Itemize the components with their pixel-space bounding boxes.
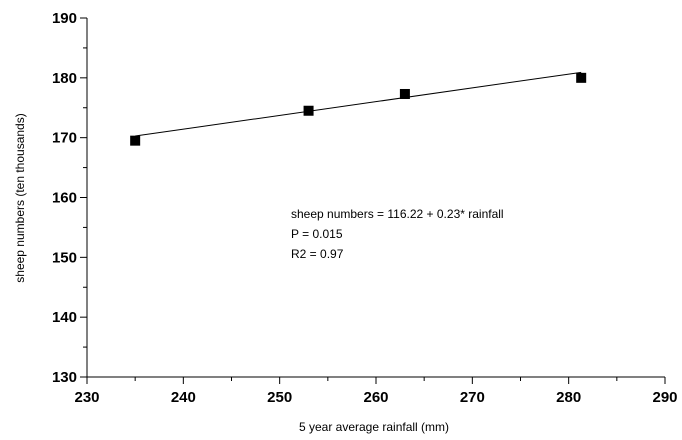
r-squared: R2 = 0.97 bbox=[291, 247, 344, 261]
data-point bbox=[576, 72, 587, 83]
data-points bbox=[130, 72, 587, 146]
x-tick-label: 240 bbox=[171, 389, 196, 406]
x-tick-label: 290 bbox=[652, 389, 677, 406]
y-tick-label: 140 bbox=[52, 309, 77, 326]
fit-line-group bbox=[135, 71, 582, 137]
y-tick-label: 130 bbox=[52, 369, 77, 386]
p-value: P = 0.015 bbox=[291, 227, 343, 241]
regression-equation: sheep numbers = 116.22 + 0.23* rainfall bbox=[291, 207, 504, 221]
x-tick-label: 270 bbox=[460, 389, 485, 406]
x-tick-label: 280 bbox=[556, 389, 581, 406]
data-point bbox=[303, 105, 314, 116]
y-tick-label: 170 bbox=[52, 130, 77, 147]
regression-line bbox=[135, 71, 582, 137]
y-tick-label: 150 bbox=[52, 249, 77, 266]
data-point bbox=[130, 135, 141, 146]
y-tick-label: 190 bbox=[52, 10, 77, 27]
y-tick-label: 180 bbox=[52, 70, 77, 87]
chart-axes bbox=[86, 18, 665, 378]
x-tick-label: 250 bbox=[267, 389, 292, 406]
x-axis-title: 5 year average rainfall (mm) bbox=[299, 420, 449, 434]
data-point bbox=[399, 88, 410, 99]
x-tick-label: 260 bbox=[363, 389, 388, 406]
y-tick-label: 160 bbox=[52, 190, 77, 207]
y-axis-title: sheep numbers (ten thousands) bbox=[13, 113, 27, 282]
chart-ticks bbox=[80, 17, 666, 384]
tick-labels: 130 140 150 160 170 180 190 230 240 250 260 270 280 2… bbox=[52, 10, 678, 406]
x-tick-label: 230 bbox=[74, 389, 99, 406]
